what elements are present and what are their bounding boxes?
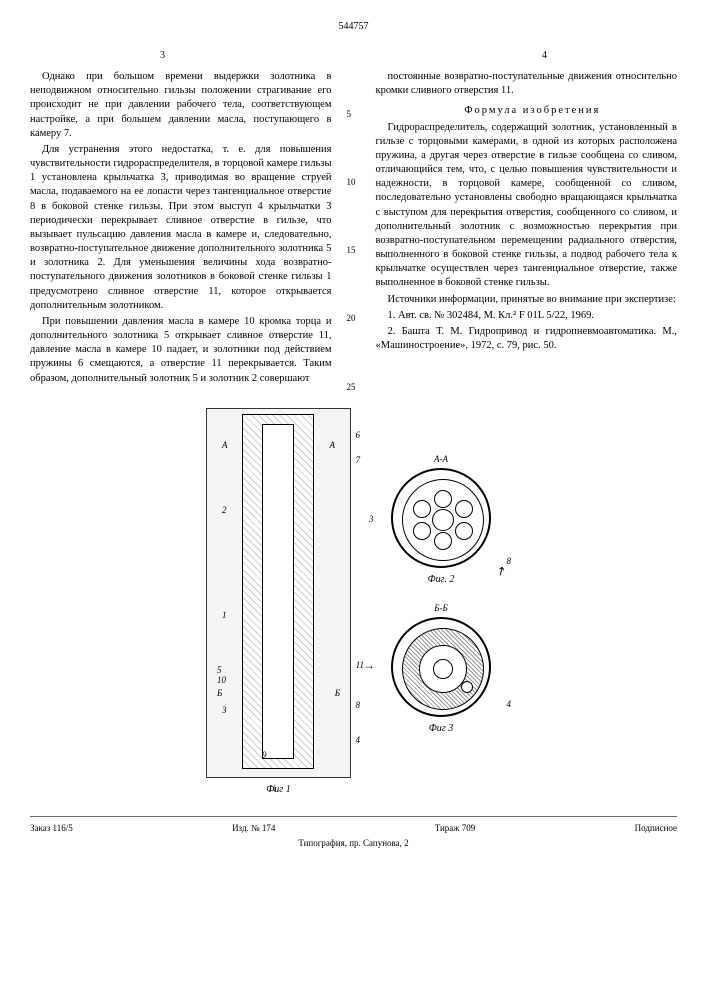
sources-heading: Источники информации, принятые во вниман… [376, 293, 678, 307]
source-1: 1. Авт. св. № 302484, М. Кл.² F 01L 5/22… [376, 309, 678, 323]
left-column: Однако при большом времени выдержки золо… [30, 70, 332, 393]
left-para-1: Однако при большом времени выдержки золо… [30, 70, 332, 141]
page-num-right: 4 [542, 49, 547, 63]
line-num: 15 [347, 244, 361, 256]
page-num-left: 3 [160, 49, 165, 63]
label-6: 6 [356, 429, 361, 441]
label-3: 3 [222, 704, 227, 716]
fig3-label-4: 4 [507, 698, 512, 710]
arrow-icon: → [363, 657, 375, 673]
fig3-caption: Фиг 3 [381, 722, 501, 736]
fig1-caption: Фиг 1 [206, 783, 351, 797]
label-4: 4 [356, 734, 361, 746]
line-num: 10 [347, 176, 361, 188]
footer-typography: Типография, пр. Сапунова, 2 [30, 837, 677, 849]
right-para-1: постоянные возвратно-поступательные движ… [376, 70, 678, 98]
arrow-down-icon: ↓ [272, 779, 278, 795]
section-aa-label: А-А [434, 453, 448, 465]
label-10: 10 [217, 674, 226, 686]
footer-circulation: Тираж 709 [435, 822, 476, 834]
right-para-2: Гидрораспределитель, содержащий золотник… [376, 121, 678, 291]
right-figures: А-А 3 8 ↗ Фиг. 2 Б-Б [381, 408, 501, 797]
line-num: 5 [347, 108, 361, 120]
figure-3: Б-Б 4 Фиг 3 [381, 617, 501, 736]
label-a-top-r: А [330, 439, 336, 451]
label-2: 2 [222, 504, 227, 516]
label-1: 1 [222, 609, 227, 621]
footer-edition: Изд. № 174 [232, 822, 275, 834]
label-a-top: А [222, 439, 228, 451]
figure-2: А-А 3 8 ↗ Фиг. 2 [381, 468, 501, 587]
line-num: 25 [347, 381, 361, 393]
label-7: 7 [356, 454, 361, 466]
label-9: 9 [262, 749, 267, 761]
footer-subscription: Подписное [635, 822, 677, 834]
footer: Заказ 116/5 Изд. № 174 Тираж 709 Подписн… [30, 816, 677, 834]
figure-1: 6 7 А А 2 1 Б Б 5 10 3 11 8 4 9 → ↓ Фиг … [206, 408, 351, 797]
section-bb-label: Б-Б [434, 602, 448, 614]
footer-order: Заказ 116/5 [30, 822, 73, 834]
formula-heading: Формула изобретения [376, 104, 678, 118]
label-5-r: Б [335, 687, 340, 699]
fig2-label-3: 3 [369, 513, 374, 525]
left-para-2: Для устранения этого недостатка, т. е. д… [30, 143, 332, 313]
text-columns: Однако при большом времени выдержки золо… [30, 70, 677, 393]
label-5-l: Б [217, 687, 222, 699]
line-number-gutter: 5 10 15 20 25 [347, 70, 361, 393]
document-number: 544757 [30, 20, 677, 34]
right-column: постоянные возвратно-поступательные движ… [376, 70, 678, 393]
figures-area: 6 7 А А 2 1 Б Б 5 10 3 11 8 4 9 → ↓ Фиг … [30, 408, 677, 797]
source-2: 2. Башта Т. М. Гидропривод и гидропневмо… [376, 325, 678, 353]
left-para-3: При повышении давления масла в камере 10… [30, 315, 332, 386]
line-num: 20 [347, 312, 361, 324]
fig2-label-8: 8 [507, 555, 512, 567]
fig2-caption: Фиг. 2 [381, 573, 501, 587]
label-8: 8 [356, 699, 361, 711]
